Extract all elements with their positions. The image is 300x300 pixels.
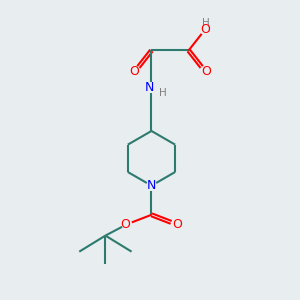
Text: H: H [159,88,167,98]
Text: O: O [200,23,210,36]
Text: N: N [147,179,156,192]
Text: O: O [121,218,130,231]
Text: N: N [144,81,154,94]
Text: O: O [172,218,182,231]
Text: O: O [129,65,139,78]
Text: H: H [202,18,210,28]
Text: O: O [201,65,211,78]
